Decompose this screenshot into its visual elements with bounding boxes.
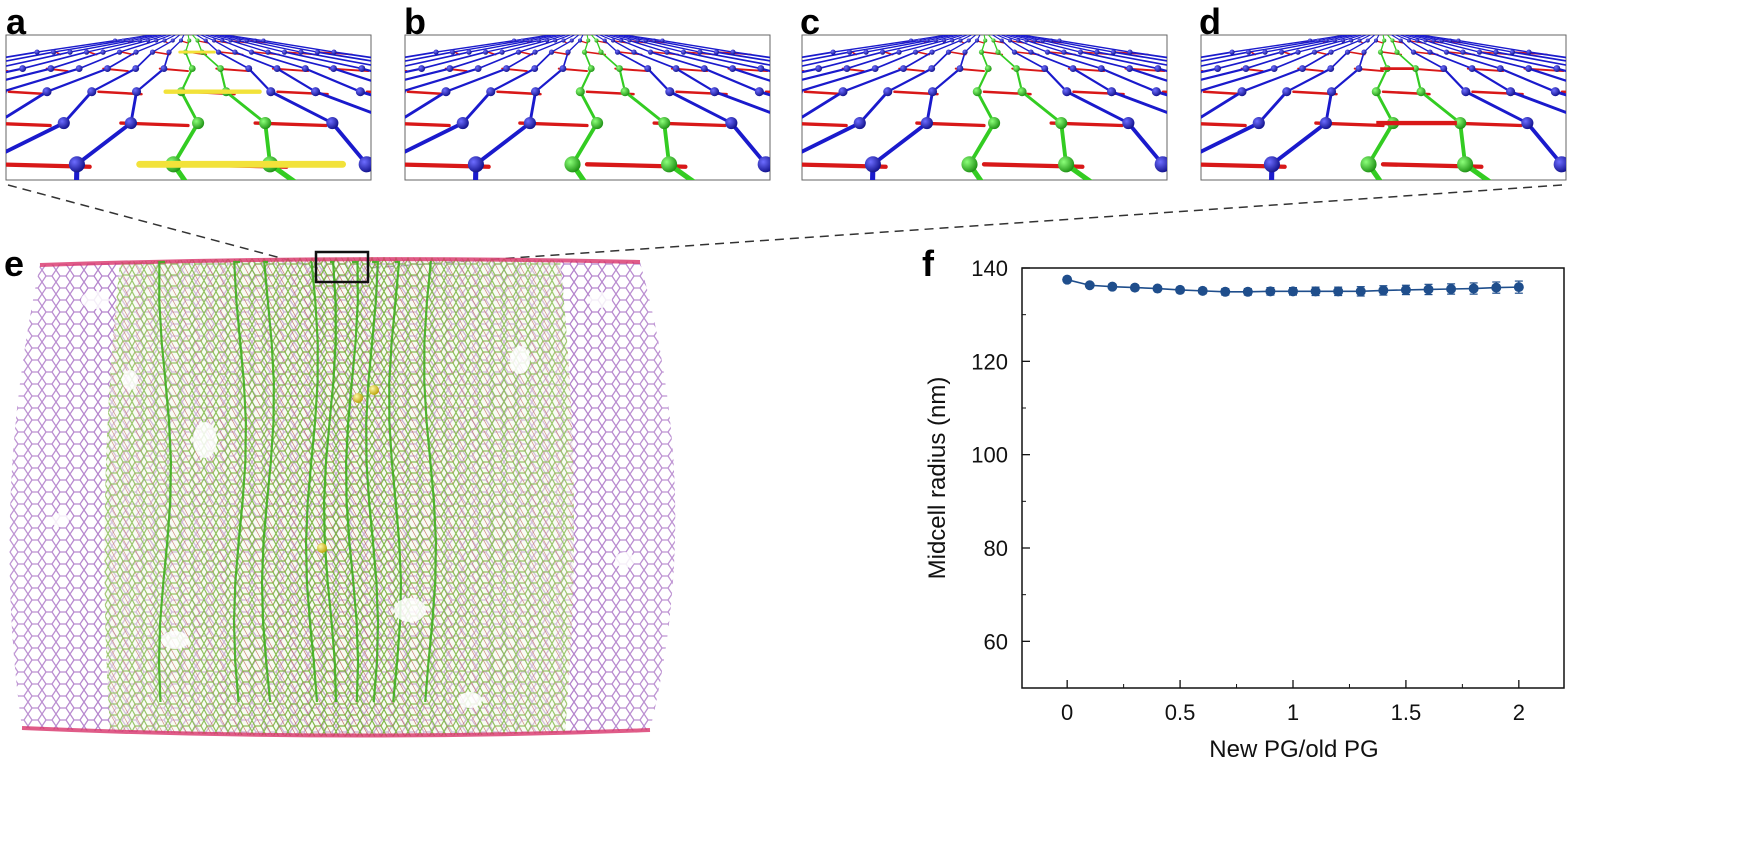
data-point: [1152, 283, 1163, 294]
data-point: [1310, 286, 1321, 297]
inset-panel-b: [404, 34, 771, 181]
data-point: [1062, 274, 1073, 285]
y-tick-label: 60: [984, 629, 1008, 654]
midcell-radius-chart: 0 0.5 1 1.5 2 60 80 100 120 140 New PG/old PG Mi…: [924, 256, 1565, 763]
data-point: [1175, 284, 1186, 295]
panel-label-d: d: [1199, 1, 1221, 42]
data-point: [1333, 286, 1344, 297]
panel-label-a: a: [6, 1, 27, 42]
zoom-line-left: [7, 184, 319, 269]
y-tick-label: 140: [971, 256, 1008, 281]
data-point: [1197, 285, 1208, 296]
data-point: [1378, 285, 1389, 296]
plot-frame: [1021, 267, 1565, 689]
data-point: [1423, 284, 1434, 295]
yellow-marker: [353, 393, 363, 403]
data-point: [1107, 281, 1118, 292]
panel-label-b: b: [404, 1, 426, 42]
data-point: [1468, 283, 1479, 294]
data-point: [1491, 282, 1502, 293]
yellow-marker: [369, 385, 379, 395]
data-point: [1288, 286, 1298, 297]
x-tick-label: 2: [1513, 700, 1525, 725]
inset-panel-c: [801, 34, 1168, 181]
data-point: [1084, 280, 1095, 291]
data-point: [1446, 284, 1457, 294]
data-point: [1220, 286, 1231, 297]
data-point: [1355, 286, 1366, 297]
y-tick-label: 100: [971, 443, 1008, 468]
data-point: [1265, 286, 1276, 297]
panel-label-f: f: [922, 243, 934, 284]
y-tick-label: 80: [984, 536, 1008, 561]
zoom-box: [314, 250, 370, 284]
x-tick-label: 1: [1287, 700, 1299, 725]
x-axis-title: New PG/old PG: [1209, 736, 1378, 763]
panel-label-e: e: [4, 243, 25, 284]
panel-label-c: c: [800, 1, 821, 42]
data-point: [1400, 284, 1411, 295]
data-point: [1513, 282, 1524, 293]
y-tick-label: 120: [971, 349, 1008, 374]
inset-panel-d: [1200, 34, 1567, 181]
y-axis-title: Midcell radius (nm): [924, 377, 951, 580]
zoom-line-right: [367, 184, 1563, 269]
data-point: [1242, 286, 1253, 297]
inset-panel-a: [5, 34, 372, 181]
x-tick-label: 1.5: [1391, 700, 1422, 725]
x-tick-label: 0.5: [1165, 700, 1196, 725]
cell-wall-mesh: [9, 257, 676, 738]
x-tick-label: 0: [1061, 700, 1073, 725]
data-point: [1129, 282, 1140, 293]
yellow-marker: [317, 543, 327, 553]
